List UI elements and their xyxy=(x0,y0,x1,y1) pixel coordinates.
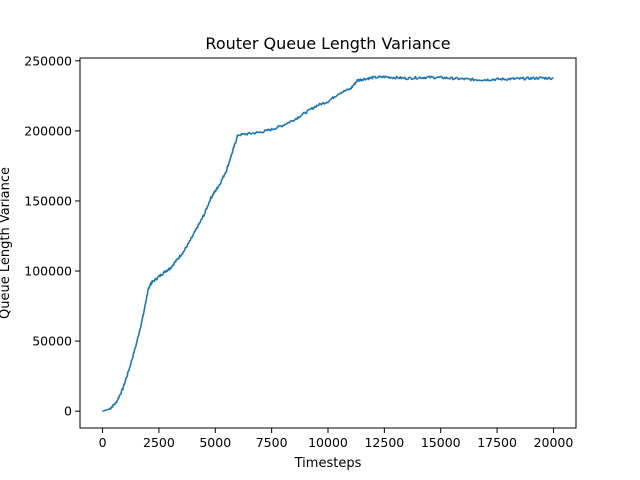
y-axis-label: Queue Length Variance xyxy=(0,167,13,319)
y-tick-label: 250000 xyxy=(24,53,72,68)
x-tick-label: 10000 xyxy=(308,435,348,450)
x-tick-label: 0 xyxy=(99,435,107,450)
chart-title: Router Queue Length Variance xyxy=(205,34,450,53)
y-axis: 0 50000 100000 150000 200000 250000 xyxy=(24,53,80,419)
y-tick-label: 100000 xyxy=(24,264,72,279)
x-tick-label: 20000 xyxy=(534,435,574,450)
y-tick-label: 0 xyxy=(64,404,72,419)
x-axis-label: Timesteps xyxy=(294,456,362,471)
x-tick-label: 5000 xyxy=(199,435,231,450)
y-tick-label: 50000 xyxy=(32,334,72,349)
x-tick-label: 12500 xyxy=(364,435,404,450)
x-tick-label: 2500 xyxy=(143,435,175,450)
plot-frame xyxy=(79,57,577,429)
y-tick-label: 150000 xyxy=(24,193,72,208)
x-axis: 0 2500 5000 7500 10000 12500 15000 17500 20000 xyxy=(99,428,574,450)
y-tick-label: 200000 xyxy=(24,123,72,138)
x-tick-label: 7500 xyxy=(256,435,288,450)
plot-area xyxy=(102,75,554,412)
x-tick-label: 17500 xyxy=(477,435,517,450)
series-line xyxy=(102,75,554,412)
x-tick-label: 15000 xyxy=(421,435,461,450)
